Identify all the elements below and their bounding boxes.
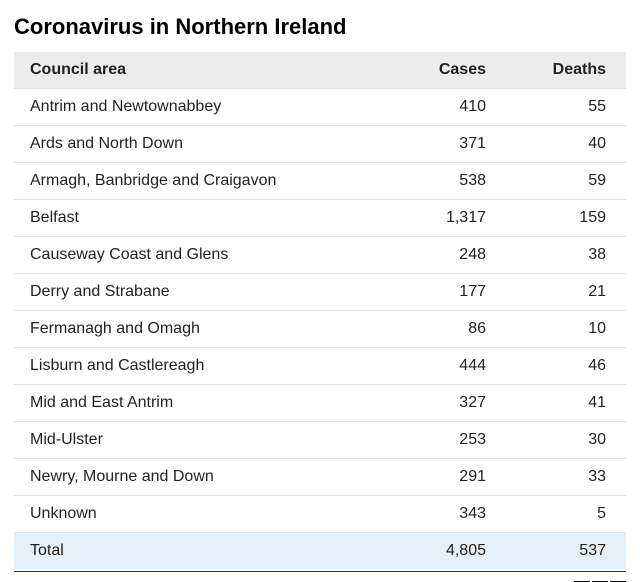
deaths-cell: 46 (506, 347, 626, 386)
col-header-deaths: Deaths (506, 52, 626, 90)
bbc-logo-letter: B (574, 580, 590, 582)
cases-cell: 538 (391, 162, 506, 201)
council-area-cell: Mid and East Antrim (14, 384, 391, 423)
cases-cell: 410 (391, 88, 506, 127)
cases-cell: 253 (391, 421, 506, 460)
cases-cell: 327 (391, 384, 506, 423)
table-row: Newry, Mourne and Down 291 33 (14, 458, 626, 497)
col-header-council-area: Council area (14, 52, 391, 90)
total-cases: 4,805 (391, 532, 506, 570)
council-area-cell: Ards and North Down (14, 125, 391, 164)
deaths-cell: 40 (506, 125, 626, 164)
cases-cell: 343 (391, 495, 506, 534)
cases-cell: 1,317 (391, 199, 506, 238)
council-area-cell: Lisburn and Castlereagh (14, 347, 391, 386)
table-row: Fermanagh and Omagh 86 10 (14, 310, 626, 349)
deaths-cell: 159 (506, 199, 626, 238)
council-area-cell: Belfast (14, 199, 391, 238)
council-area-cell: Derry and Strabane (14, 273, 391, 312)
council-area-cell: Mid-Ulster (14, 421, 391, 460)
deaths-cell: 21 (506, 273, 626, 312)
footer: Source: Department of Health as of 9 Jun… (14, 571, 626, 582)
page-title: Coronavirus in Northern Ireland (14, 14, 347, 39)
cases-cell: 177 (391, 273, 506, 312)
deaths-cell: 30 (506, 421, 626, 460)
total-deaths: 537 (506, 532, 626, 570)
table-header-row: Council area Cases Deaths (14, 52, 626, 90)
council-area-cell: Newry, Mourne and Down (14, 458, 391, 497)
table-row: Mid-Ulster 253 30 (14, 421, 626, 460)
council-area-cell: Unknown (14, 495, 391, 534)
bbc-logo: B B C (574, 580, 626, 582)
cases-cell: 291 (391, 458, 506, 497)
col-header-cases: Cases (391, 52, 506, 90)
deaths-cell: 55 (506, 88, 626, 127)
total-row: Total 4,805 537 (14, 532, 626, 570)
deaths-cell: 59 (506, 162, 626, 201)
cases-cell: 444 (391, 347, 506, 386)
council-area-cell: Fermanagh and Omagh (14, 310, 391, 349)
deaths-cell: 5 (506, 495, 626, 534)
deaths-cell: 33 (506, 458, 626, 497)
table-row: Derry and Strabane 177 21 (14, 273, 626, 312)
table-row: Ards and North Down 371 40 (14, 125, 626, 164)
table-row: Belfast 1,317 159 (14, 199, 626, 238)
table-row: Mid and East Antrim 327 41 (14, 384, 626, 423)
data-table: Council area Cases Deaths Antrim and New… (14, 52, 626, 570)
table-row: Causeway Coast and Glens 248 38 (14, 236, 626, 275)
bbc-logo-letter: B (592, 580, 608, 582)
table-row: Antrim and Newtownabbey 410 55 (14, 88, 626, 127)
bbc-logo-letter: C (610, 580, 626, 582)
deaths-cell: 10 (506, 310, 626, 349)
table-row: Lisburn and Castlereagh 444 46 (14, 347, 626, 386)
council-area-cell: Causeway Coast and Glens (14, 236, 391, 275)
cases-cell: 248 (391, 236, 506, 275)
cases-cell: 86 (391, 310, 506, 349)
council-area-cell: Armagh, Banbridge and Craigavon (14, 162, 391, 201)
source-text: Source: Department of Health as of 9 Jun… (14, 580, 336, 582)
cases-cell: 371 (391, 125, 506, 164)
deaths-cell: 41 (506, 384, 626, 423)
council-area-cell: Antrim and Newtownabbey (14, 88, 391, 127)
table-row: Armagh, Banbridge and Craigavon 538 59 (14, 162, 626, 201)
total-label: Total (14, 532, 391, 570)
table-row: Unknown 343 5 (14, 495, 626, 534)
deaths-cell: 38 (506, 236, 626, 275)
